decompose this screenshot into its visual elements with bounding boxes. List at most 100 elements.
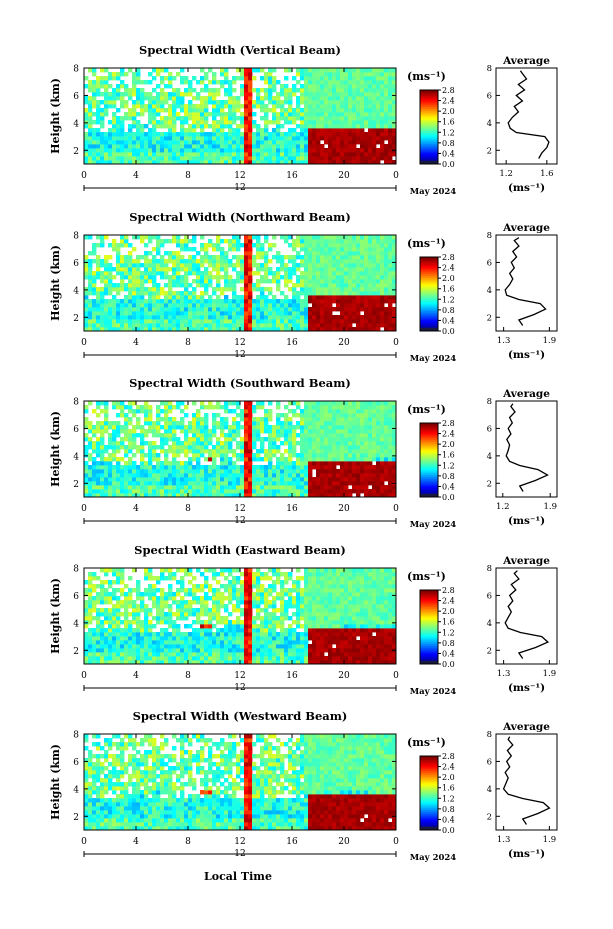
heatmap-cell [256, 124, 261, 129]
heatmap-cell [284, 235, 289, 240]
heatmap-cell [220, 493, 225, 498]
heatmap-cell [124, 307, 129, 312]
heatmap-cell [368, 473, 373, 478]
heatmap-cell [248, 235, 253, 240]
heatmap-cell [264, 425, 269, 430]
heatmap-cell [356, 477, 361, 482]
heatmap-cell [264, 140, 269, 145]
heatmap-cell [200, 429, 205, 434]
heatmap-cell [304, 116, 309, 121]
heatmap-cell [352, 140, 357, 145]
heatmap-cell [108, 323, 113, 328]
heatmap-cell [124, 413, 129, 418]
heatmap-cell [348, 425, 353, 430]
heatmap-cell [276, 461, 281, 466]
heatmap-cell [332, 409, 337, 414]
heatmap-cell [280, 108, 285, 113]
heatmap-cell [216, 132, 221, 137]
heatmap-cell [148, 92, 153, 97]
heatmap-cell [172, 417, 177, 422]
heatmap-cell [112, 92, 117, 97]
heatmap-cell [348, 96, 353, 101]
heatmap-cell [360, 84, 365, 89]
heatmap-cell [124, 319, 129, 324]
heatmap-cell [144, 429, 149, 434]
heatmap-cell [264, 128, 269, 133]
heatmap-cell [348, 271, 353, 276]
heatmap-cell [260, 437, 265, 442]
heatmap-cell [260, 263, 265, 268]
heatmap-cell [380, 437, 385, 442]
heatmap-cell [352, 72, 357, 77]
heatmap-cell [156, 136, 161, 141]
heatmap-cell [228, 477, 233, 482]
heatmap-cell [148, 453, 153, 458]
heatmap-cell [352, 445, 357, 450]
heatmap-cell [164, 84, 169, 89]
heatmap-cell [108, 311, 113, 316]
heatmap-cell [280, 267, 285, 272]
heatmap-cell [172, 315, 177, 320]
heatmap-cell [180, 80, 185, 85]
heatmap-cell [244, 307, 249, 312]
heatmap-cell [304, 156, 309, 161]
heatmap-cell [224, 481, 229, 486]
heatmap-cell [216, 453, 221, 458]
heatmap-cell [84, 493, 89, 498]
heatmap-cell [180, 417, 185, 422]
heatmap-cell [224, 255, 229, 260]
heatmap-cell [292, 469, 297, 474]
heatmap-cell [296, 473, 301, 478]
heatmap-cell [164, 319, 169, 324]
colorbar-segment [420, 329, 438, 332]
heatmap-cell [336, 437, 341, 442]
heatmap-cell [248, 156, 253, 161]
heatmap-cell [116, 247, 121, 252]
heatmap-cell [304, 267, 309, 272]
heatmap-cell [164, 421, 169, 426]
heatmap-cell [120, 136, 125, 141]
heatmap-cell [188, 311, 193, 316]
heatmap-cell [216, 481, 221, 486]
heatmap-cell [292, 465, 297, 470]
heatmap-cell [316, 148, 321, 153]
heatmap-cell [268, 132, 273, 137]
colorbar-segment [420, 154, 438, 157]
heatmap-cell [164, 453, 169, 458]
heatmap-cell [276, 489, 281, 494]
heatmap-cell [200, 152, 205, 157]
heatmap-cell [96, 401, 101, 406]
heatmap-cell [308, 453, 313, 458]
heatmap-cell [344, 437, 349, 442]
heatmap-cell [176, 437, 181, 442]
heatmap-cell [256, 128, 261, 133]
heatmap-cell [388, 243, 393, 248]
heatmap-cell [284, 433, 289, 438]
heatmap-cell [228, 283, 233, 288]
heatmap-cell [256, 100, 261, 105]
x-tick-label: 20 [338, 171, 350, 181]
colorbar-segment [420, 319, 438, 323]
heatmap-cell [248, 441, 253, 446]
colorbar-segment [420, 127, 438, 130]
heatmap-cell [140, 445, 145, 450]
heatmap-cell [148, 152, 153, 157]
heatmap-cell [204, 120, 209, 125]
heatmap-cell [368, 112, 373, 117]
heatmap-cell [364, 72, 369, 77]
heatmap-cell [184, 156, 189, 161]
heatmap-cell [140, 156, 145, 161]
heatmap-cell [120, 68, 125, 73]
heatmap-cell [392, 287, 397, 292]
heatmap-cell [172, 421, 177, 426]
heatmap-cell [324, 405, 329, 410]
heatmap-cell [296, 108, 301, 113]
heatmap-cell [212, 453, 217, 458]
heatmap-cell [168, 108, 173, 113]
heatmap-cell [204, 425, 209, 430]
heatmap-cell [236, 235, 241, 240]
heatmap-cell [200, 100, 205, 105]
heatmap-cell [248, 160, 253, 165]
heatmap-cell [304, 68, 309, 73]
heatmap-cell [124, 323, 129, 328]
